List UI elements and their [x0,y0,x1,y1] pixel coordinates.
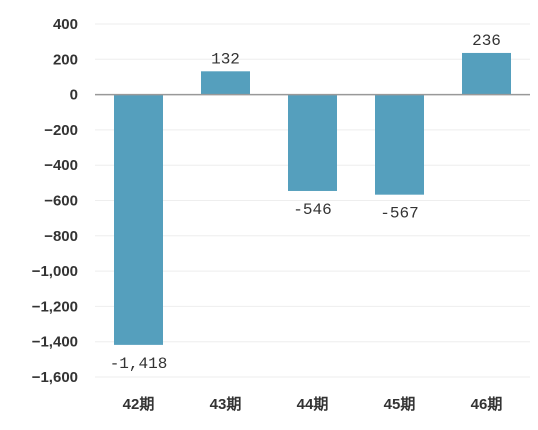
y-tick-label-8: −1,200 [32,298,78,315]
data-label-2: -546 [293,201,331,219]
bar-2 [288,94,337,191]
y-axis-tick-labels: 400 200 0 −200 −400 −600 −800 −1,000 −1,200 −1,40… [32,16,78,386]
y-tick-label-6: −800 [44,228,78,245]
y-tick-label-9: −1,400 [32,334,78,351]
y-tick-label-7: −1,000 [32,263,78,280]
y-tick-label-1: 200 [53,51,78,68]
bars [114,52,511,345]
x-category-label-2: 44期 [297,395,329,413]
x-axis-category-labels: 42期 43期 44期 45期 46期 [123,395,503,413]
x-category-label-0: 42期 [123,395,155,413]
bar-3 [375,94,424,195]
x-category-label-3: 45期 [384,395,416,413]
y-tick-label-0: 400 [53,16,78,33]
y-tick-label-10: −1,600 [32,369,78,386]
data-label-1: 132 [211,50,240,68]
gridlines [95,23,530,378]
bar-4 [462,52,511,95]
data-labels: -1,418 132 -546 -567 236 [110,32,501,373]
y-tick-label-5: −600 [44,193,78,210]
x-category-label-1: 43期 [210,395,242,413]
y-tick-label-3: −200 [44,122,78,139]
y-tick-label-2: 0 [70,87,78,104]
x-category-label-4: 46期 [471,395,503,413]
data-label-0: -1,418 [110,355,168,373]
bar-0 [114,94,163,345]
data-label-4: 236 [472,32,501,50]
y-tick-label-4: −400 [44,157,78,174]
bar-1 [201,71,250,95]
data-label-3: -567 [380,205,418,223]
